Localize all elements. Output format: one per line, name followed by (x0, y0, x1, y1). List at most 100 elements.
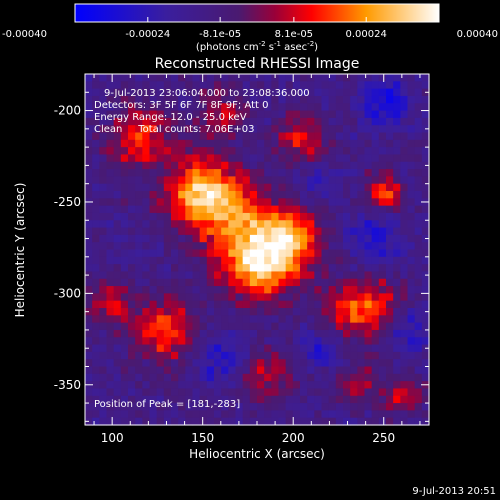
heatmap-cell (278, 417, 287, 426)
heatmap-cell (192, 220, 201, 229)
heatmap-cell (113, 147, 122, 156)
heatmap-cell (156, 161, 165, 170)
heatmap-cell (285, 256, 294, 265)
heatmap-cell (156, 264, 165, 273)
heatmap-cell (321, 256, 330, 265)
heatmap-cell (106, 337, 115, 346)
heatmap-cell (335, 351, 344, 360)
heatmap-cell (350, 359, 358, 368)
heatmap-cell (149, 205, 158, 214)
heatmap-cell (278, 344, 287, 353)
heatmap-cell (371, 191, 380, 199)
heatmap-cell (335, 88, 344, 97)
heatmap-cell (163, 176, 172, 185)
heatmap-cell (149, 169, 158, 177)
heatmap-cell (128, 198, 136, 207)
heatmap-cell (199, 278, 208, 287)
heatmap-cell (264, 366, 272, 375)
heatmap-cell (214, 103, 222, 112)
heatmap-cell (199, 351, 208, 360)
heatmap-cell (156, 329, 165, 338)
heatmap-cell (242, 81, 251, 90)
heatmap-cell (228, 329, 237, 338)
heatmap-cell (92, 300, 100, 309)
heatmap-cell (357, 322, 366, 331)
heatmap-cell (120, 315, 129, 324)
heatmap-cell (292, 417, 301, 426)
heatmap-cell (350, 344, 358, 353)
heatmap-cell (321, 161, 330, 170)
heatmap-cell (271, 191, 280, 199)
heatmap-cell (407, 154, 416, 163)
heatmap-cell (328, 88, 337, 97)
heatmap-cell (350, 132, 358, 141)
heatmap-cell (257, 410, 265, 419)
heatmap-cell (350, 117, 358, 126)
heatmap-cell (142, 117, 151, 126)
heatmap-cell (99, 88, 108, 97)
heatmap-cell (199, 344, 208, 353)
heatmap-cell (249, 271, 258, 280)
heatmap-cell (343, 147, 351, 156)
heatmap-cell (257, 359, 265, 368)
heatmap-cell (371, 220, 380, 229)
heatmap-cell (393, 278, 401, 287)
heatmap-cell (120, 322, 129, 331)
heatmap-cell (120, 132, 129, 141)
heatmap-cell (120, 329, 129, 338)
heatmap-cell (278, 125, 287, 134)
heatmap-cell (242, 403, 251, 411)
heatmap-cell (386, 169, 394, 177)
heatmap-cell (278, 161, 287, 170)
heatmap-cell (113, 81, 122, 90)
heatmap-cell (335, 220, 344, 229)
heatmap-cell (393, 381, 401, 390)
heatmap-cell (192, 110, 201, 119)
heatmap-cell (264, 154, 272, 163)
heatmap-cell (228, 205, 237, 214)
heatmap-cell (357, 198, 366, 207)
heatmap-cell (350, 81, 358, 90)
heatmap-cell (92, 220, 100, 229)
heatmap-cell (300, 176, 308, 185)
heatmap-cell (314, 161, 323, 170)
heatmap-cell (307, 373, 315, 382)
heatmap-cell (149, 286, 158, 294)
heatmap-cell (249, 315, 258, 324)
heatmap-cell (214, 366, 222, 375)
heatmap-cell (178, 337, 186, 346)
heatmap-cell (378, 381, 387, 390)
heatmap-cell (214, 242, 222, 251)
heatmap-cell (249, 117, 258, 126)
heatmap-cell (163, 403, 172, 411)
heatmap-cell (156, 234, 165, 243)
heatmap-cell (99, 183, 108, 192)
heatmap-cell (163, 373, 172, 382)
heatmap-cell (206, 103, 215, 112)
heatmap-cell (163, 154, 172, 163)
heatmap-cell (407, 110, 416, 119)
heatmap-cell (300, 373, 308, 382)
heatmap-cell (106, 249, 115, 258)
heatmap-cell (142, 220, 151, 229)
heatmap-cell (271, 220, 280, 229)
heatmap-cell (292, 256, 301, 265)
heatmap-cell (292, 110, 301, 119)
heatmap-cell (278, 132, 287, 141)
heatmap-cell (328, 74, 337, 82)
heatmap-cell (314, 132, 323, 141)
heatmap-cell (235, 381, 244, 390)
heatmap-cell (113, 300, 122, 309)
heatmap-cell (92, 417, 100, 426)
heatmap-cell (192, 271, 201, 280)
heatmap-cell (106, 147, 115, 156)
heatmap-cell (199, 88, 208, 97)
heatmap-cell (85, 395, 93, 404)
heatmap-cell (335, 139, 344, 148)
heatmap-cell (113, 373, 122, 382)
heatmap-cell (400, 388, 409, 397)
heatmap-cell (386, 176, 394, 185)
heatmap-cell (335, 212, 344, 221)
annotation-detectors: Detectors: 3F 5F 6F 7F 8F 9F; Att 0 (94, 100, 269, 111)
heatmap-cell (257, 132, 265, 141)
